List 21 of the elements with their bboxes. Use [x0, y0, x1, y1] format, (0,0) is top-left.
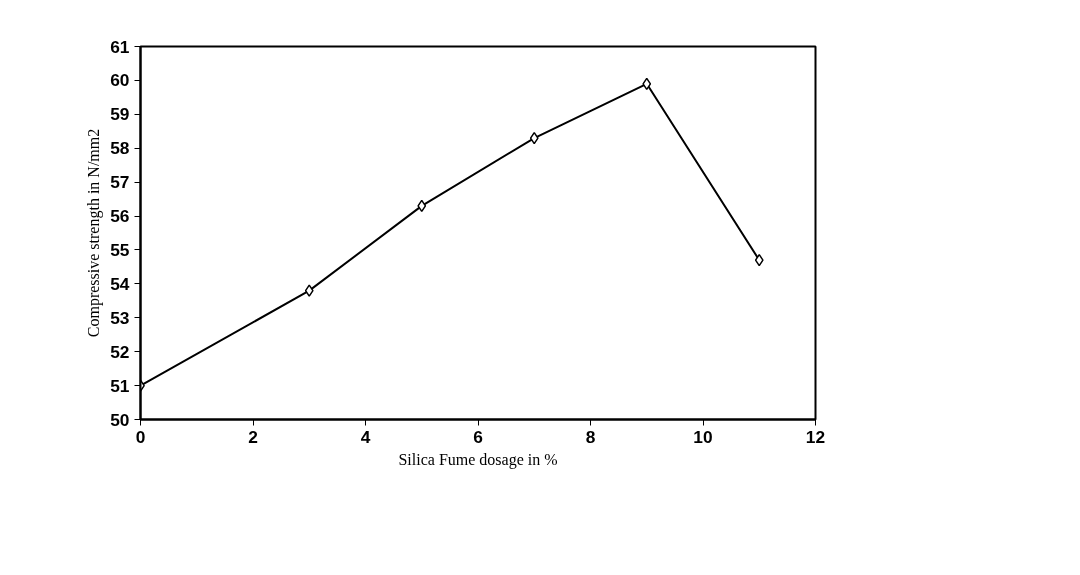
- y-tick-label: 60: [110, 70, 130, 91]
- x-axis-title: Silica Fume dosage in %: [398, 450, 558, 469]
- y-tick-label: 57: [110, 172, 130, 193]
- y-tick-label: 54: [110, 273, 130, 294]
- y-tick-label: 51: [110, 375, 130, 396]
- y-tick-label: 53: [110, 307, 130, 328]
- y-axis-title: Compressive strength in N/mm2: [85, 128, 104, 338]
- x-tick-label: 2: [248, 426, 258, 447]
- y-tick-label: 59: [110, 104, 130, 125]
- y-tick-label: 55: [110, 239, 130, 260]
- x-tick-label: 4: [360, 426, 371, 447]
- x-tick-label: 12: [805, 426, 826, 447]
- y-tick-label: 52: [110, 341, 130, 362]
- y-tick-label: 58: [110, 138, 130, 159]
- y-tick-label: 61: [110, 36, 130, 57]
- y-tick-label: 56: [110, 206, 130, 227]
- x-tick-label: 8: [585, 426, 596, 447]
- x-tick-label: 6: [473, 426, 484, 447]
- x-tick-label: 0: [135, 426, 146, 447]
- y-tick-label: 50: [110, 409, 130, 430]
- x-tick-label: 10: [693, 426, 713, 447]
